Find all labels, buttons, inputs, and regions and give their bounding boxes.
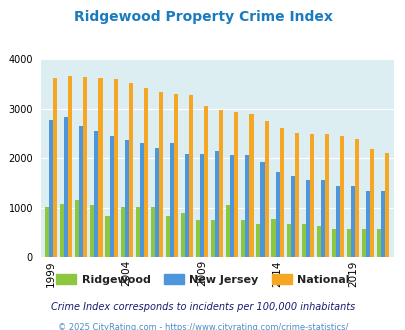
- Bar: [90, 205, 94, 257]
- Bar: [196, 220, 200, 257]
- Bar: [365, 191, 369, 257]
- Bar: [169, 143, 173, 257]
- Bar: [305, 180, 309, 257]
- Bar: [376, 229, 380, 257]
- Bar: [94, 131, 98, 257]
- Bar: [189, 95, 193, 257]
- Bar: [331, 229, 335, 257]
- Bar: [380, 191, 384, 257]
- Bar: [339, 136, 343, 257]
- Bar: [53, 78, 57, 257]
- Bar: [230, 155, 234, 257]
- Bar: [271, 219, 275, 257]
- Bar: [350, 186, 354, 257]
- Bar: [369, 149, 373, 257]
- Bar: [256, 224, 260, 257]
- Bar: [60, 204, 64, 257]
- Bar: [124, 140, 128, 257]
- Bar: [105, 216, 109, 257]
- Bar: [324, 134, 328, 257]
- Bar: [275, 172, 279, 257]
- Bar: [301, 224, 305, 257]
- Bar: [264, 121, 268, 257]
- Bar: [245, 155, 249, 257]
- Text: Ridgewood Property Crime Index: Ridgewood Property Crime Index: [73, 10, 332, 24]
- Bar: [320, 180, 324, 257]
- Bar: [64, 117, 68, 257]
- Bar: [120, 208, 124, 257]
- Bar: [346, 229, 350, 257]
- Bar: [154, 148, 158, 257]
- Bar: [128, 83, 132, 257]
- Bar: [354, 139, 358, 257]
- Bar: [158, 92, 162, 257]
- Bar: [135, 208, 139, 257]
- Bar: [150, 208, 154, 257]
- Bar: [249, 114, 253, 257]
- Bar: [83, 77, 87, 257]
- Bar: [384, 153, 388, 257]
- Bar: [234, 112, 238, 257]
- Bar: [260, 162, 264, 257]
- Bar: [290, 176, 294, 257]
- Bar: [286, 224, 290, 257]
- Bar: [173, 94, 178, 257]
- Bar: [79, 126, 83, 257]
- Bar: [68, 76, 72, 257]
- Bar: [226, 205, 230, 257]
- Bar: [165, 216, 169, 257]
- Bar: [219, 110, 223, 257]
- Bar: [45, 208, 49, 257]
- Bar: [211, 220, 215, 257]
- Bar: [75, 200, 79, 257]
- Bar: [200, 154, 204, 257]
- Bar: [316, 226, 320, 257]
- Bar: [49, 120, 53, 257]
- Bar: [294, 133, 298, 257]
- Bar: [98, 78, 102, 257]
- Text: © 2025 CityRating.com - https://www.cityrating.com/crime-statistics/: © 2025 CityRating.com - https://www.city…: [58, 323, 347, 330]
- Bar: [185, 154, 189, 257]
- Bar: [139, 143, 143, 257]
- Bar: [204, 106, 208, 257]
- Bar: [279, 128, 283, 257]
- Bar: [335, 186, 339, 257]
- Bar: [143, 88, 147, 257]
- Bar: [309, 134, 313, 257]
- Bar: [181, 213, 185, 257]
- Bar: [215, 151, 219, 257]
- Bar: [241, 220, 245, 257]
- Bar: [109, 136, 113, 257]
- Bar: [113, 79, 117, 257]
- Bar: [361, 229, 365, 257]
- Text: Crime Index corresponds to incidents per 100,000 inhabitants: Crime Index corresponds to incidents per…: [51, 302, 354, 312]
- Legend: Ridgewood, New Jersey, National: Ridgewood, New Jersey, National: [51, 270, 354, 289]
